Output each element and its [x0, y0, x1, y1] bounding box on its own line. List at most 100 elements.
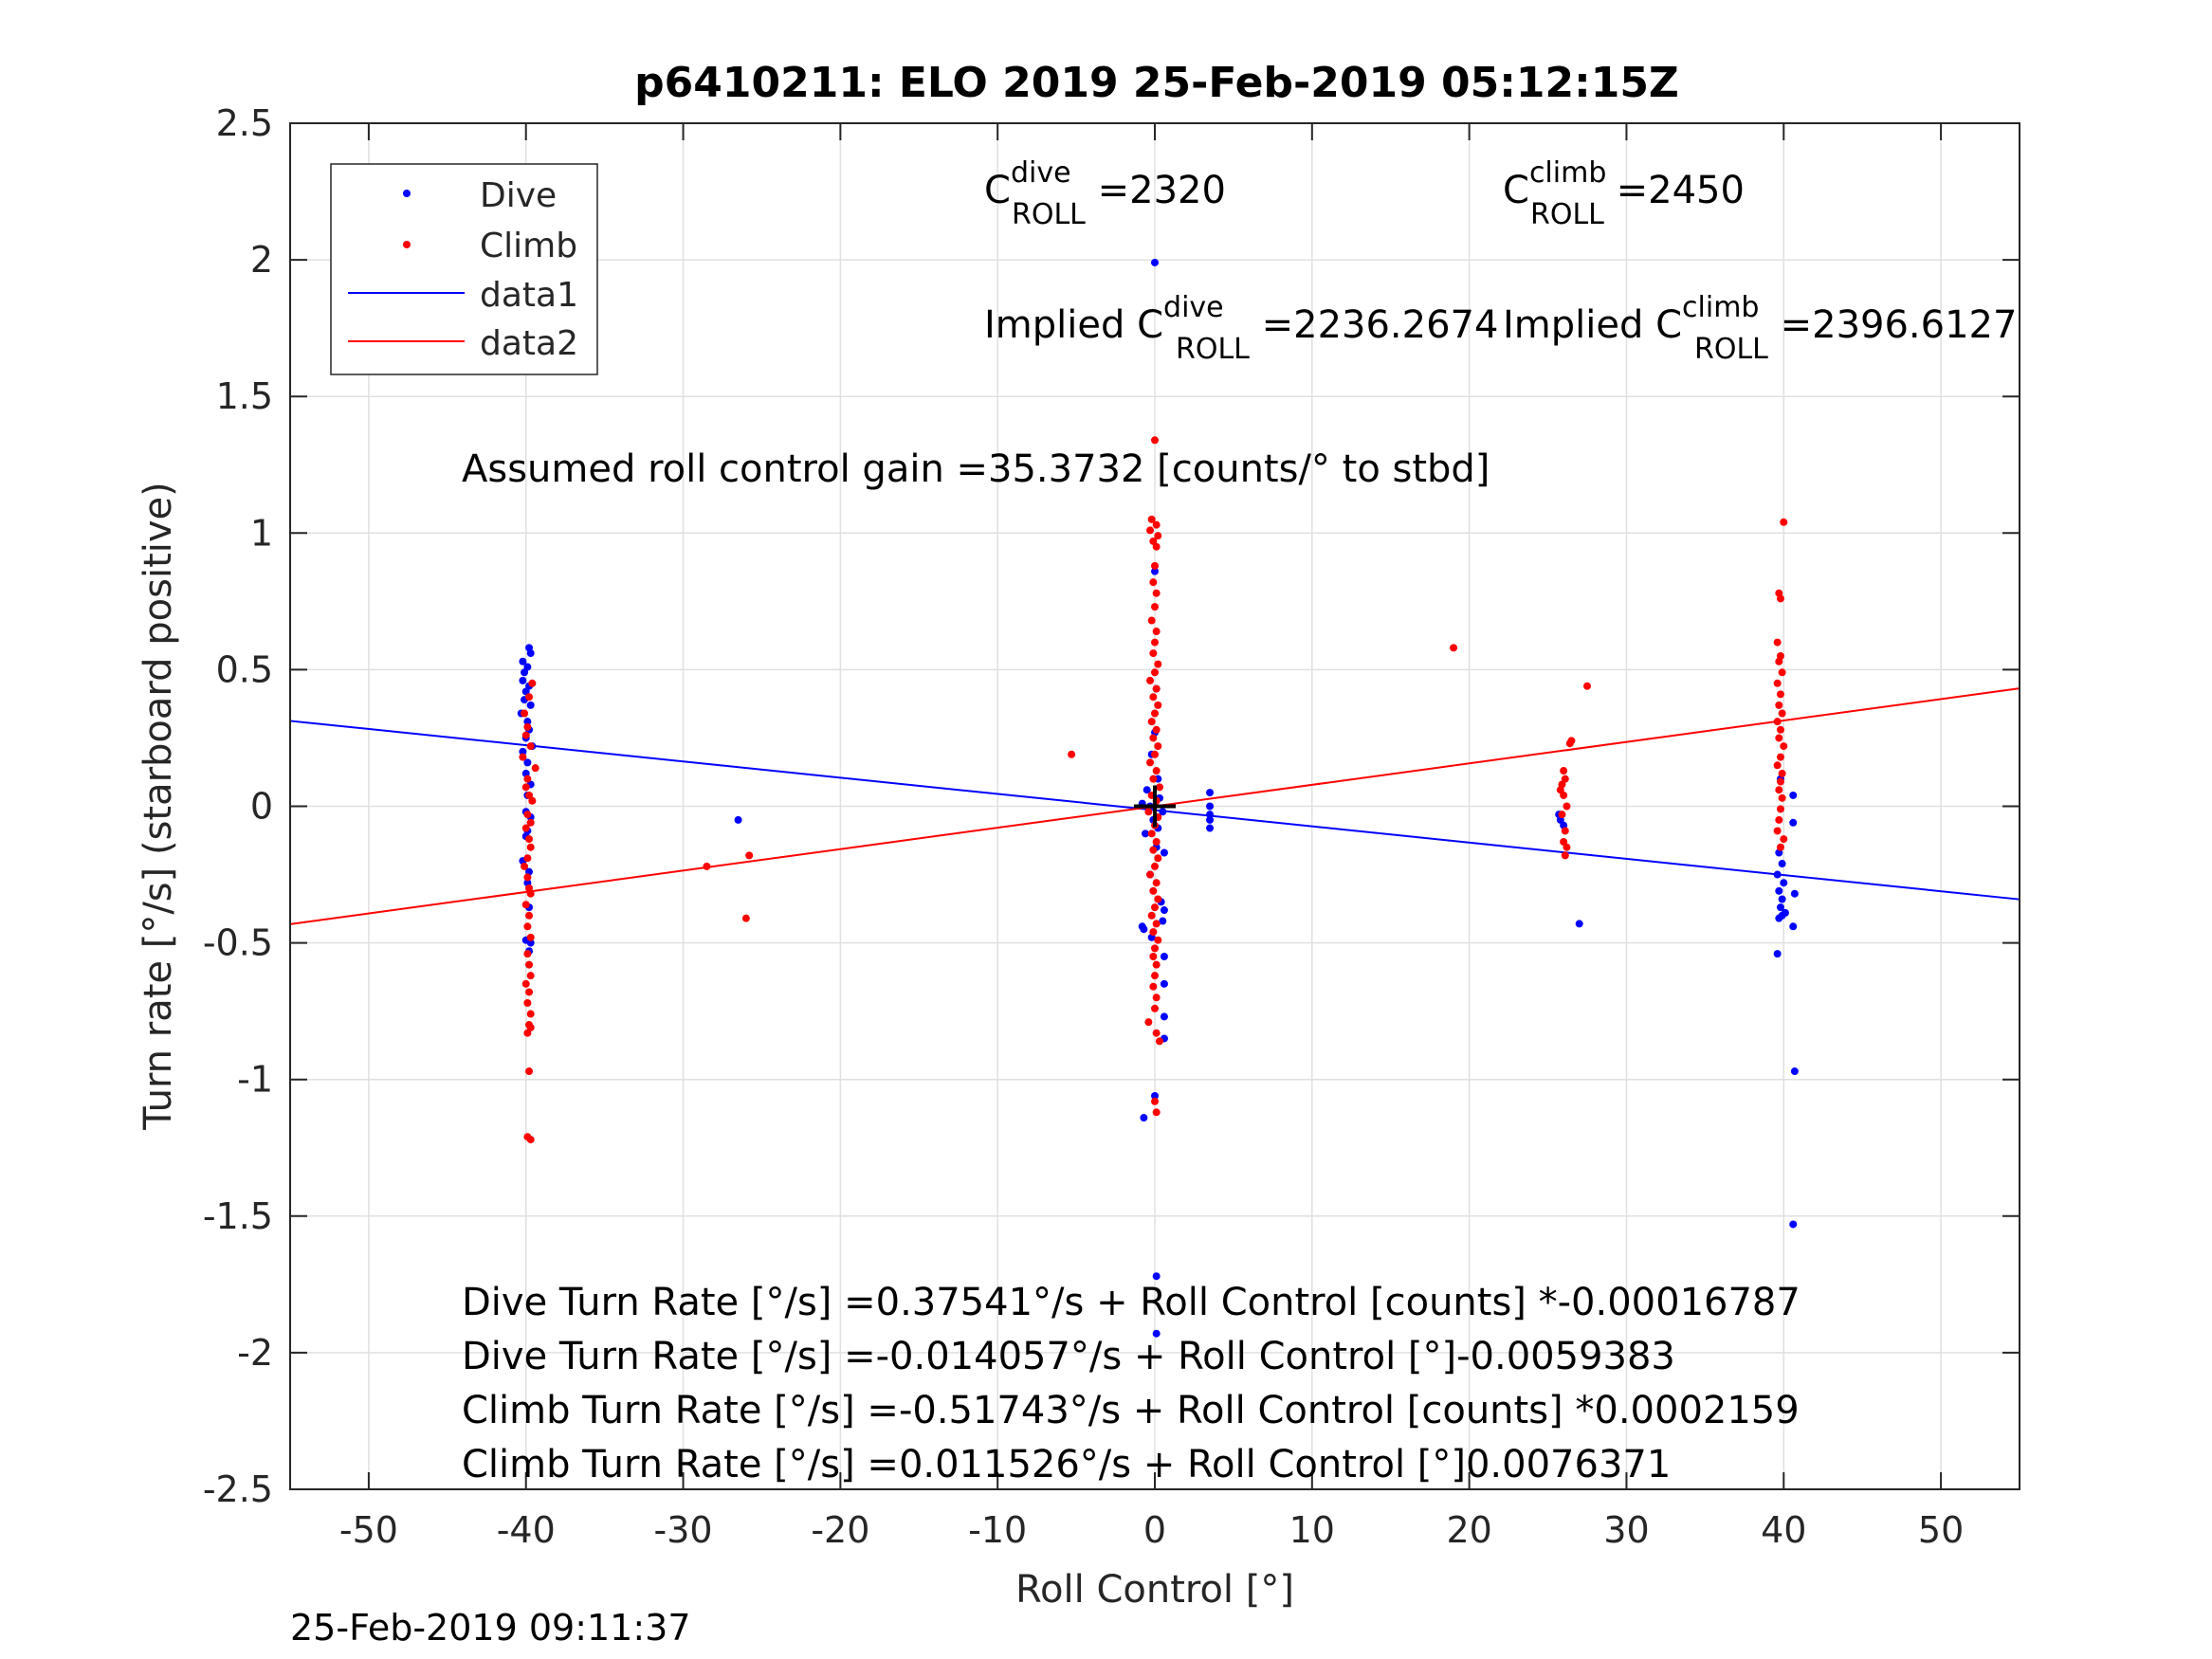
implied-c-dive-base: Implied C [984, 303, 1163, 347]
dive-point [526, 939, 535, 947]
gain-annotation: Assumed roll control gain =35.3732 [coun… [462, 447, 1490, 491]
dive-point [1773, 870, 1782, 879]
climb-point [1151, 668, 1159, 677]
climb-point [1776, 725, 1784, 734]
climb-point [1775, 786, 1783, 794]
climb-point [1558, 811, 1566, 819]
climb-point [1152, 1029, 1161, 1037]
climb-point [523, 722, 532, 731]
dive-point [523, 718, 532, 726]
dive-point [1152, 1272, 1161, 1281]
climb-point [1775, 815, 1783, 824]
c-climb-sup: climb [1529, 156, 1606, 190]
dive-point [1789, 791, 1798, 799]
y-tick-label: -1.5 [203, 1195, 273, 1237]
dive-point [1789, 818, 1798, 827]
x-tick-label: 40 [1761, 1509, 1806, 1551]
climb-point [1147, 718, 1156, 726]
climb-point [1773, 761, 1782, 770]
climb-point [1565, 739, 1574, 748]
x-tick-label: -50 [339, 1509, 398, 1551]
climb-point [1151, 862, 1159, 870]
climb-point [1778, 793, 1786, 802]
climb-point [1773, 827, 1782, 835]
dive-point [519, 676, 527, 684]
climb-point [525, 1067, 534, 1076]
climb-point [523, 922, 532, 931]
dive-point [1140, 925, 1148, 934]
c-climb-base: C [1503, 169, 1529, 212]
y-tick-label: -0.5 [203, 922, 273, 964]
c-dive-base: C [984, 169, 1011, 212]
data-points [517, 258, 1799, 1338]
climb-point [1561, 851, 1569, 860]
legend-label-data2: data2 [480, 324, 578, 363]
dive-point [1790, 1067, 1799, 1076]
y-tick-label: 0.5 [216, 648, 273, 690]
climb-point [1149, 734, 1158, 742]
legend: Dive Climb data1 data2 [330, 163, 598, 375]
c-climb-value: =2450 [1604, 169, 1745, 212]
climb-point [1151, 750, 1159, 758]
climb-point [521, 731, 530, 739]
climb-point [526, 933, 535, 941]
climb-point [1152, 879, 1161, 887]
y-tick-label: 0 [250, 786, 273, 828]
dive-point [1160, 953, 1168, 961]
climb-point [1149, 693, 1158, 702]
climb-point [528, 679, 537, 687]
climb-point [523, 1029, 532, 1037]
y-tick-label: -2 [237, 1332, 273, 1374]
axis-ticks [290, 122, 2020, 1490]
y-axis-label: Turn rate [°/s] (starboard positive) [137, 482, 180, 1131]
dive-point [1206, 789, 1215, 797]
climb-point [1149, 846, 1158, 854]
climb-point [1776, 753, 1784, 761]
climb-point [703, 862, 711, 870]
climb-point [526, 742, 535, 751]
climb-point [1152, 628, 1161, 636]
dive-point [521, 668, 529, 677]
climb-point [1155, 1037, 1163, 1046]
climb-point [1152, 542, 1161, 551]
climb-point [523, 950, 532, 958]
climb-point [1780, 742, 1788, 751]
climb-point [526, 818, 535, 827]
implied-c-climb-sub: ROLL [1694, 333, 1768, 366]
implied-c-dive-sub: ROLL [1176, 333, 1250, 366]
climb-point [1152, 920, 1161, 928]
climb-point [1154, 742, 1162, 751]
dive-point [1159, 917, 1167, 925]
dive-point [1775, 886, 1783, 895]
x-tick-label: 50 [1918, 1509, 1964, 1551]
dive-point [1789, 922, 1798, 931]
c-climb-annotation: Cclimb ROLL =2450 [1503, 156, 1745, 231]
dive-point [1143, 786, 1151, 794]
climb-point [1154, 936, 1162, 944]
climb-point [1776, 690, 1784, 699]
dive-point [1152, 1329, 1161, 1338]
dive-point [1776, 903, 1784, 912]
dive-point [1151, 258, 1159, 266]
climb-point [1152, 725, 1161, 734]
climb-point [1146, 870, 1155, 879]
climb-point [1149, 928, 1158, 937]
implied-c-climb-sup: climb [1682, 291, 1759, 324]
climb-point [1151, 436, 1159, 445]
x-axis-label: Roll Control [°] [1015, 1568, 1294, 1612]
climb-point [1152, 994, 1161, 1002]
climb-point [1146, 676, 1155, 684]
climb-point [1563, 802, 1571, 811]
annotations: Cdive ROLL =2320 Cclimb ROLL =2450 Implied… [462, 156, 2017, 1486]
footer-timestamp: 25-Feb-2019 09:11:37 [290, 1607, 691, 1649]
legend-label-dive: Dive [480, 176, 557, 215]
climb-point [1146, 758, 1155, 767]
climb-point [1068, 750, 1076, 758]
climb-point [1561, 827, 1569, 835]
origin-marker [1134, 785, 1176, 828]
climb-point [521, 901, 530, 909]
climb-point [1152, 589, 1161, 597]
climb-point [523, 854, 532, 863]
climb-point [1152, 960, 1161, 969]
